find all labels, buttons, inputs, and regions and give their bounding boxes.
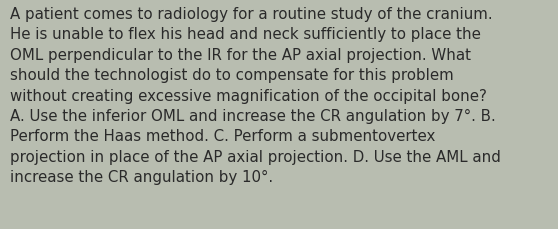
Text: A patient comes to radiology for a routine study of the cranium.
He is unable to: A patient comes to radiology for a routi…	[10, 7, 501, 184]
